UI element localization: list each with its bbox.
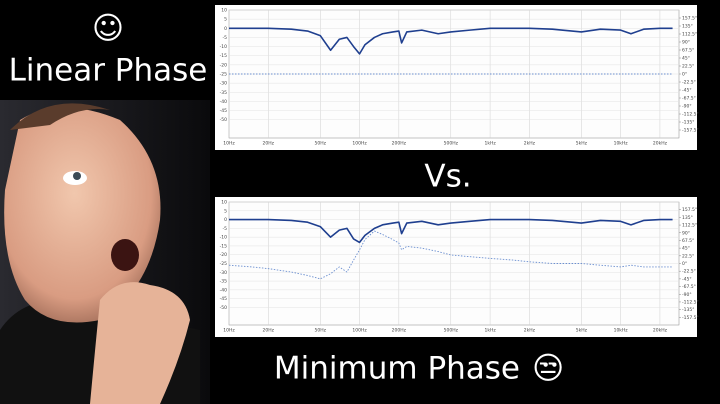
y-tick-label: 0 [224, 217, 227, 223]
y2-tick-label: -135° [682, 307, 694, 313]
y2-tick-label: -22.5° [682, 80, 696, 86]
y2-tick-label: 45° [682, 56, 690, 62]
y2-tick-label: 90° [682, 40, 690, 46]
series-line [229, 27, 673, 55]
y-tick-label: 0 [224, 26, 227, 32]
y-tick-label: -25 [220, 261, 227, 267]
hand [90, 282, 190, 404]
y-tick-label: -40 [220, 287, 227, 293]
linear-label: Linear Phase [9, 53, 208, 89]
y-tick-label: -10 [220, 44, 227, 50]
y2-tick-label: 22.5° [682, 64, 694, 70]
y2-tick-label: 157.5° [682, 16, 697, 22]
y-tick-label: 5 [224, 17, 227, 23]
y-tick-label: -45 [220, 296, 227, 302]
x-tick-label: 1kHz [484, 328, 496, 334]
y-tick-label: -30 [220, 81, 227, 87]
y-tick-label: -10 [220, 235, 227, 241]
y-tick-label: -20 [220, 62, 227, 68]
pupil [73, 172, 81, 180]
x-tick-label: 500Hz [444, 141, 459, 147]
x-tick-label: 100Hz [352, 141, 367, 147]
y-tick-label: -25 [220, 72, 227, 78]
y2-tick-label: 22.5° [682, 253, 694, 259]
chart: 10Hz 20Hz 50Hz 100Hz 200Hz 500Hz 1kHz 2kHz 5kHz 1… [215, 197, 699, 337]
y-tick-label: -15 [220, 243, 227, 249]
y-tick-label: -50 [220, 117, 227, 123]
y-tick-label: -35 [220, 279, 227, 285]
y-tick-label: -15 [220, 53, 227, 59]
y2-tick-label: 0° [682, 72, 687, 78]
x-tick-label: 20Hz [263, 141, 275, 147]
minimum-label: Minimum Phase [274, 351, 520, 387]
x-tick-label: 10Hz [223, 328, 235, 334]
y-tick-label: -40 [220, 99, 227, 105]
y2-tick-label: -157.5° [682, 315, 699, 321]
y-tick-label: -20 [220, 252, 227, 258]
y2-tick-label: 45° [682, 246, 690, 252]
y-tick-label: -30 [220, 270, 227, 276]
y-tick-label: -5 [223, 35, 228, 41]
y-tick-label: -45 [220, 108, 227, 114]
y2-tick-label: 0° [682, 261, 687, 267]
x-tick-label: 50Hz [315, 328, 327, 334]
y2-tick-label: 90° [682, 230, 690, 236]
x-tick-label: 5kHz [576, 328, 588, 334]
mouth [111, 239, 139, 271]
x-tick-label: 10kHz [614, 328, 629, 334]
y2-tick-label: -90° [682, 292, 692, 298]
face-photo [0, 103, 200, 404]
y2-tick-label: 135° [682, 215, 693, 221]
y2-tick-label: -90° [682, 104, 692, 110]
x-tick-label: 200Hz [392, 141, 407, 147]
y2-tick-label: 157.5° [682, 207, 697, 213]
y-tick-label: -50 [220, 305, 227, 311]
y2-tick-label: -157.5° [682, 128, 699, 134]
x-tick-label: 2kHz [524, 141, 536, 147]
y2-tick-label: 67.5° [682, 238, 694, 244]
y2-tick-label: -135° [682, 120, 694, 126]
x-tick-label: 20kHz [653, 328, 668, 334]
x-tick-label: 20kHz [653, 141, 668, 147]
y2-tick-label: 112.5° [682, 32, 697, 38]
hair [10, 103, 110, 130]
x-tick-label: 200Hz [392, 328, 407, 334]
y2-tick-label: -22.5° [682, 269, 696, 275]
y2-tick-label: -112.5° [682, 112, 699, 118]
smile-emoji: ☺ [92, 11, 124, 47]
x-tick-label: 500Hz [444, 328, 459, 334]
y2-tick-label: -45° [682, 276, 692, 282]
y-tick-label: 5 [224, 208, 227, 214]
y2-tick-label: 135° [682, 24, 693, 30]
x-tick-label: 20Hz [263, 328, 275, 334]
y2-tick-label: -67.5° [682, 284, 696, 290]
y-tick-label: -35 [220, 90, 227, 96]
x-tick-label: 1kHz [484, 141, 496, 147]
x-tick-label: 100Hz [352, 328, 367, 334]
y2-tick-label: -67.5° [682, 96, 696, 102]
vs-label: Vs. [424, 159, 471, 195]
y2-tick-label: -112.5° [682, 299, 699, 305]
y2-tick-label: 112.5° [682, 223, 697, 229]
x-tick-label: 10Hz [223, 141, 235, 147]
x-tick-label: 10kHz [614, 141, 629, 147]
x-tick-label: 50Hz [315, 141, 327, 147]
y-tick-label: 10 [221, 200, 227, 206]
y-tick-label: 10 [221, 8, 227, 14]
chart: 10Hz 20Hz 50Hz 100Hz 200Hz 500Hz 1kHz 2kHz 5kHz 1… [215, 5, 699, 150]
unamused-emoji: 😒 [532, 351, 564, 387]
x-tick-label: 2kHz [524, 328, 536, 334]
y-tick-label: -5 [223, 226, 228, 232]
series-line [229, 218, 673, 244]
y2-tick-label: 67.5° [682, 48, 694, 54]
x-tick-label: 5kHz [576, 141, 588, 147]
y2-tick-label: -45° [682, 88, 692, 94]
series-line [228, 230, 673, 280]
